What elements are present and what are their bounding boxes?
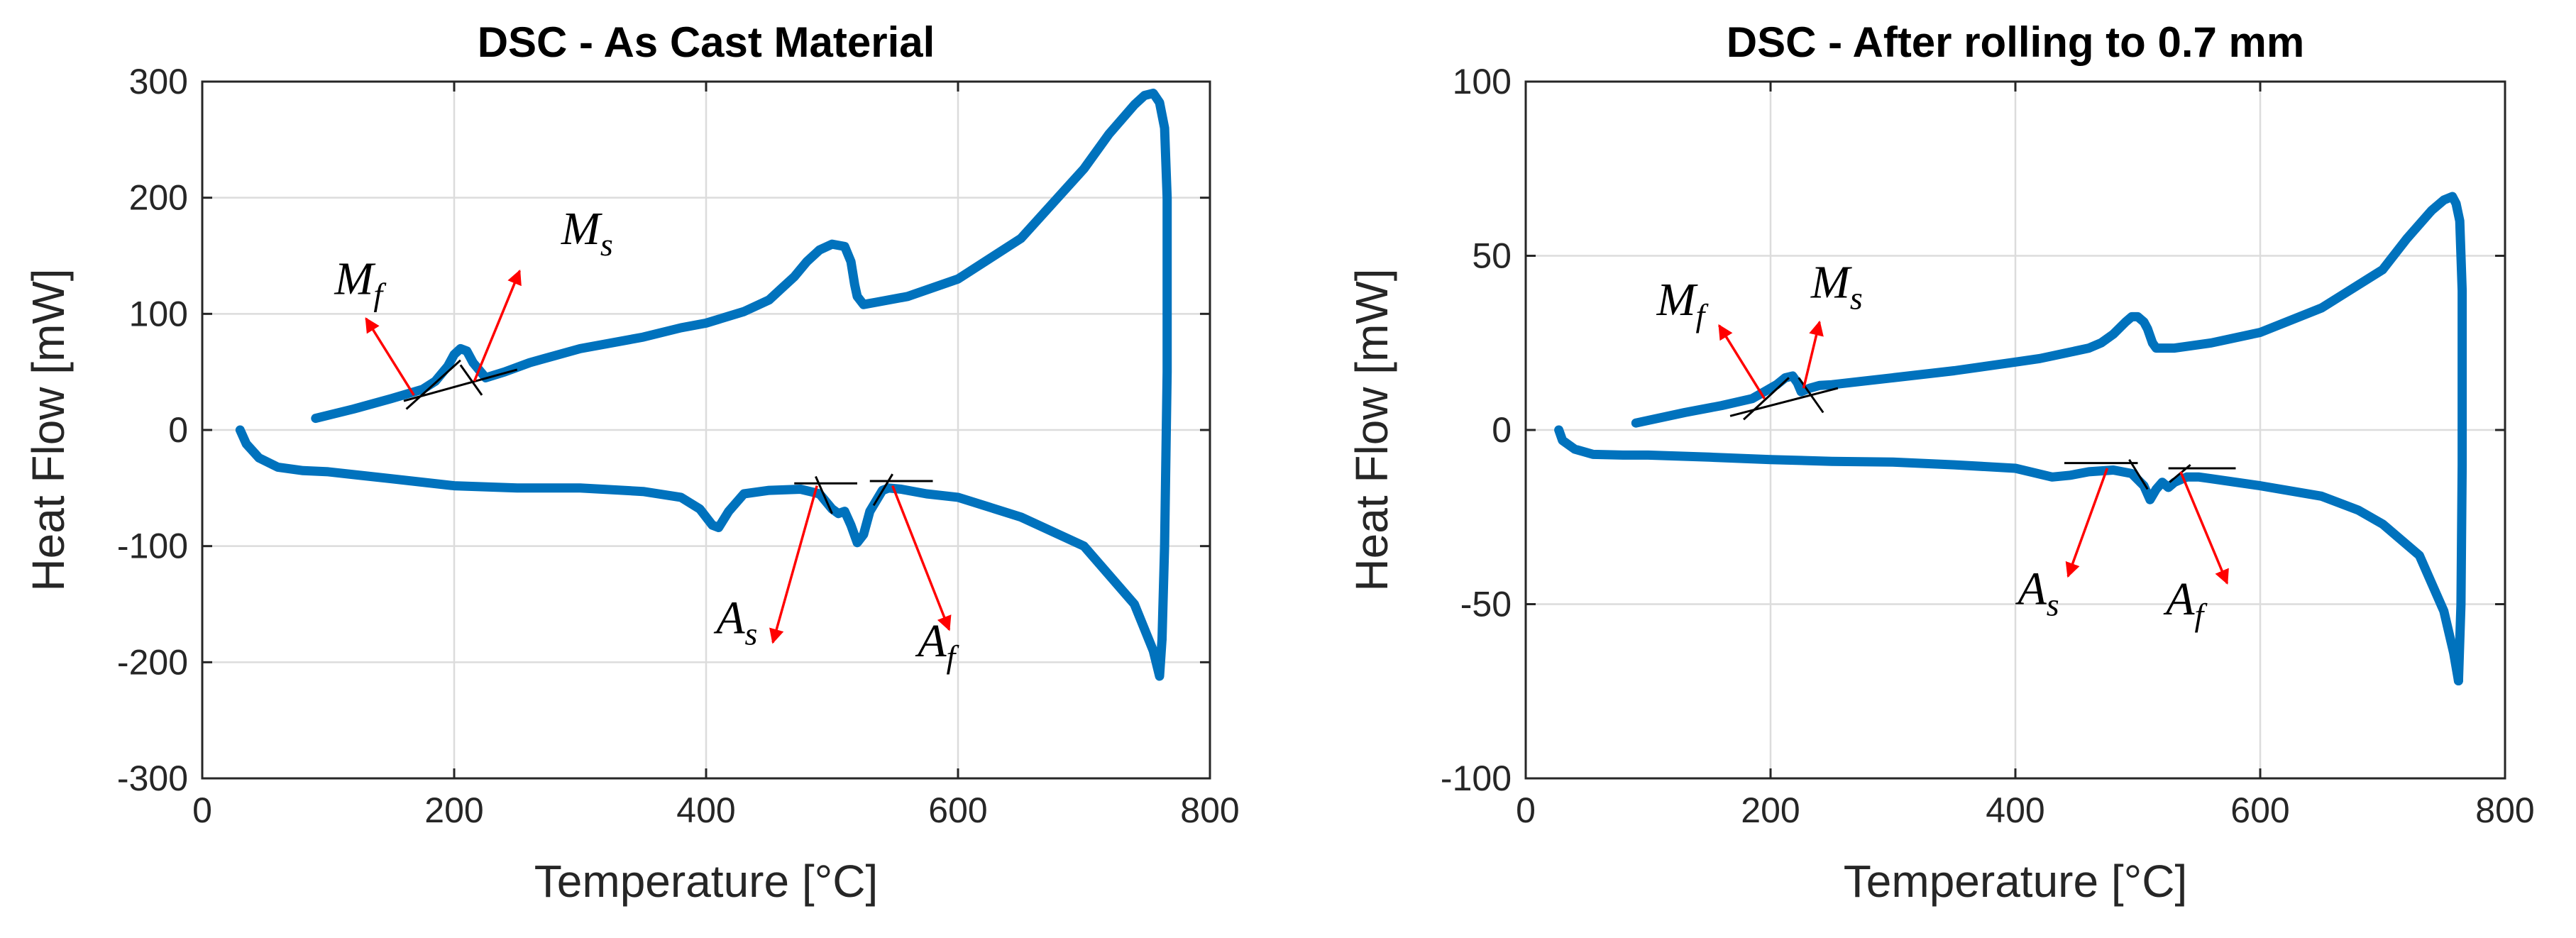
chart-as-cast-annotation-3-letter: A (915, 615, 947, 667)
chart-after-rolling-y-tick-label-3: 50 (1472, 236, 1512, 276)
chart-after-rolling-annotation-1: Ms (1810, 256, 1863, 316)
chart-as-cast-series-heating (235, 425, 1167, 681)
chart-as-cast-tangent-line-4 (815, 475, 833, 514)
chart-after-rolling-tangent-line-0 (1729, 387, 1839, 417)
chart-as-cast-annotation-1: Ms (561, 203, 613, 263)
chart-after-rolling-y-tick-labels: -100 -50 0 50 100 (1441, 62, 1512, 798)
chart-as-cast-x-tick-label-1: 200 (424, 790, 483, 830)
chart-as-cast-arrows (365, 269, 952, 644)
chart-as-cast-tick-marks (201, 80, 1211, 780)
chart-as-cast-tangent-line-2 (459, 364, 483, 396)
chart-after-rolling-tick-marks (1524, 80, 2506, 780)
chart-after-rolling-arrow-1 (1802, 320, 1824, 389)
chart-as-cast-tangent-lines (403, 359, 933, 514)
chart-as-cast-grid (201, 80, 1211, 780)
chart-after-rolling-grid (1524, 80, 2506, 780)
chart-as-cast-tangent-line-1 (405, 359, 461, 410)
chart-as-cast-x-tick-label-2: 400 (676, 790, 735, 830)
chart-after-rolling-y-axis-label: Heat Flow [mW] (1346, 268, 1397, 591)
chart-after-rolling-tangent-line-2 (1798, 377, 1824, 414)
chart-after-rolling-y-tick-label-0: -100 (1441, 758, 1512, 798)
chart-after-rolling-x-tick-label-1: 200 (1741, 790, 1800, 830)
chart-after-rolling-annotation-2-subscript: s (2047, 587, 2059, 623)
chart-after-rolling-arrow-0 (1718, 324, 1766, 399)
chart-after-rolling-series (1554, 192, 2467, 685)
chart-as-cast-annotation-3: Af (915, 615, 959, 675)
chart-after-rolling-x-tick-label-3: 600 (2230, 790, 2289, 830)
chart-after-rolling-annotation-3: Af (2163, 573, 2208, 633)
chart-after-rolling-annotation-0-letter: M (1656, 274, 1699, 326)
chart-as-cast-series-cooling (311, 88, 1172, 644)
chart-after-rolling-annotation-3-subscript: f (2195, 597, 2208, 633)
chart-after-rolling-x-axis-label: Temperature [°C] (1844, 856, 2187, 907)
chart-after-rolling-arrow-3 (2179, 471, 2229, 585)
chart-as-cast-annotation-0: Mf (334, 253, 387, 313)
chart-as-cast-y-tick-labels: -300 -200 -100 0 100 200 300 (117, 62, 188, 798)
chart-after-rolling-annotation-1-letter: M (1810, 256, 1853, 308)
chart-as-cast-y-tick-label-6: 300 (129, 62, 188, 101)
chart-as-cast-y-tick-label-2: -100 (117, 526, 188, 566)
chart-after-rolling-annotation-2: As (2015, 563, 2059, 623)
chart-as-cast-x-tick-label-4: 800 (1180, 790, 1239, 830)
chart-as-cast-annotation-2-letter: A (713, 592, 745, 644)
chart-after-rolling-y-tick-label-1: -50 (1460, 585, 1512, 624)
chart-after-rolling-series-heating (1554, 425, 2463, 685)
chart-as-cast-annotation-0-letter: M (334, 253, 376, 305)
chart-as-cast-x-axis-label: Temperature [°C] (534, 856, 878, 907)
chart-as-cast-annotation-1-letter: M (561, 203, 603, 255)
chart-as-cast-x-tick-label-0: 0 (192, 790, 212, 830)
chart-after-rolling-x-tick-label-0: 0 (1516, 790, 1536, 830)
chart-after-rolling-series-cooling (1631, 192, 2467, 685)
chart-as-cast-x-tick-labels: 0 200 400 600 800 (192, 790, 1240, 830)
chart-as-cast-y-tick-label-3: 0 (168, 410, 188, 450)
chart-after-rolling-x-tick-label-2: 400 (1986, 790, 2044, 830)
chart-as-cast-x-tick-label-3: 600 (928, 790, 987, 830)
chart-as-cast-tangent-line-6 (872, 473, 893, 507)
chart-as-cast-annotation-0-subscript: f (373, 277, 387, 313)
chart-as-cast-annotation-2: As (713, 592, 757, 651)
chart-after-rolling-tangent-lines (1729, 377, 2236, 490)
chart-as-cast-title: DSC - As Cast Material (478, 18, 935, 66)
chart-after-rolling-y-tick-label-2: 0 (1492, 410, 1512, 450)
chart-after-rolling-x-tick-label-4: 800 (2475, 790, 2534, 830)
chart-as-cast-y-tick-label-5: 200 (129, 178, 188, 218)
chart-as-cast-y-tick-label-4: 100 (129, 294, 188, 333)
chart-as-cast-arrow-1 (473, 269, 522, 382)
chart-as-cast-arrow-3 (891, 485, 952, 631)
chart-after-rolling-arrows (1718, 320, 2229, 585)
chart-after-rolling-x-tick-labels: 0 200 400 600 800 (1516, 790, 2535, 830)
chart-after-rolling-annotation-2-letter: A (2015, 563, 2047, 615)
chart-after-rolling-title: DSC - After rolling to 0.7 mm (1727, 18, 2305, 66)
chart-as-cast-y-tick-label-0: -300 (117, 758, 188, 798)
chart-after-rolling-annotation-0: Mf (1656, 274, 1710, 333)
chart-after-rolling-tangent-line-4 (2128, 458, 2149, 490)
chart-after-rolling-arrow-2 (2065, 468, 2109, 578)
chart-as-cast-y-tick-label-1: -200 (117, 642, 188, 682)
chart-as-cast-annotation-2-subscript: s (745, 615, 758, 651)
chart-as-cast-arrow-0 (365, 317, 415, 396)
chart-after-rolling-tangent-line-1 (1743, 377, 1790, 421)
chart-as-cast-arrow-2 (769, 485, 818, 644)
chart-after-rolling-annotation-1-subscript: s (1850, 280, 1863, 316)
chart-after-rolling-annotation-3-letter: A (2163, 573, 2195, 625)
chart-after-rolling-annotation-0-subscript: f (1696, 297, 1710, 333)
chart-as-cast-annotation-1-subscript: s (600, 226, 613, 263)
chart-as-cast-series (235, 88, 1172, 681)
chart-after-rolling-y-tick-label-4: 100 (1453, 62, 1512, 101)
chart-as-cast-y-axis-label: Heat Flow [mW] (23, 268, 74, 591)
